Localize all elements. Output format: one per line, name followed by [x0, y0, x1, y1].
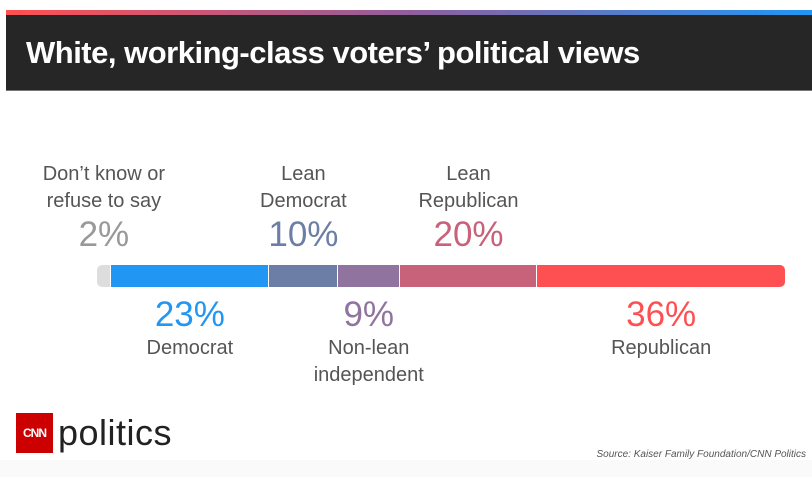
stacked-bar [97, 265, 785, 287]
category-label: independent [313, 364, 424, 386]
segment-label: 23% Democrat [147, 295, 234, 362]
percent-label: 36% [626, 295, 697, 334]
segment-label: Don’t know or refuse to say 2% [43, 161, 165, 255]
percent-label: 2% [78, 215, 130, 254]
bar-segment [537, 265, 785, 287]
color-stripe [6, 10, 812, 15]
percent-label: 9% [343, 295, 395, 334]
category-label: Lean [281, 163, 326, 185]
cnn-politics-logo: CNN politics [16, 412, 172, 454]
category-label: Democrat [146, 337, 234, 359]
politics-wordmark: politics [58, 412, 173, 453]
category-label: Lean [446, 163, 491, 185]
segment-label: Lean Republican 20% [418, 161, 518, 255]
header: White, working-class voters’ political v… [6, 15, 812, 91]
category-label: refuse to say [46, 190, 162, 212]
bar-segment [268, 265, 338, 287]
category-label: Non-lean [328, 337, 410, 359]
percent-label: 23% [154, 295, 225, 334]
percent-label: 10% [268, 215, 339, 254]
segment-label: 36% Republican [611, 295, 711, 362]
category-label: Democrat [260, 190, 347, 212]
segment-label: Lean Democrat 10% [260, 161, 347, 255]
segment-label: 9% Non-lean independent [314, 295, 424, 389]
category-label: Don’t know or [42, 163, 166, 185]
source-note: Source: Kaiser Family Foundation/CNN Pol… [596, 449, 806, 460]
footer-band [0, 460, 812, 477]
cnn-logo-box: CNN [16, 413, 53, 453]
category-label: Republican [611, 337, 712, 359]
percent-label: 20% [433, 215, 504, 254]
bar-segment [110, 265, 269, 287]
bar-segment [337, 265, 400, 287]
category-label: Republican [418, 190, 519, 212]
bar-segment [399, 265, 538, 287]
chart-title: White, working-class voters’ political v… [26, 35, 640, 70]
bar-segment [97, 265, 111, 287]
